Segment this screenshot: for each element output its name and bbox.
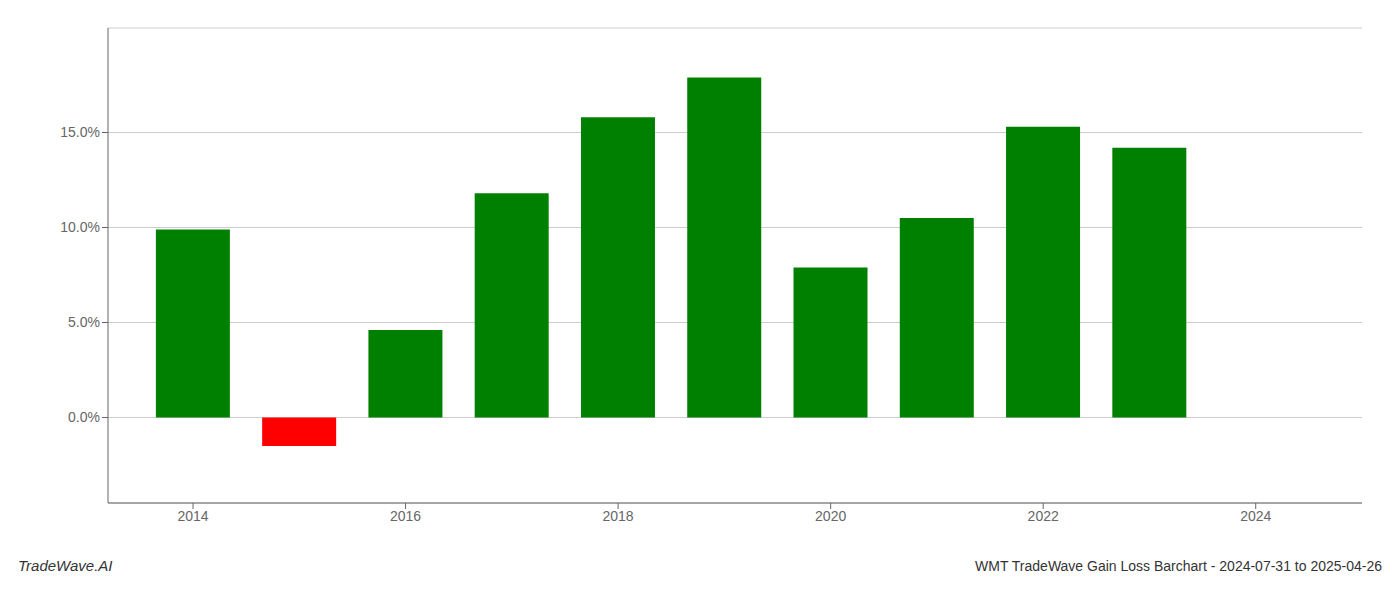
svg-text:5.0%: 5.0% — [68, 314, 100, 330]
svg-text:2022: 2022 — [1028, 508, 1059, 524]
svg-text:0.0%: 0.0% — [68, 409, 100, 425]
html-text:WMT TradeWave Gain Loss Barcha: WMT TradeWave Gain Loss Barchart - 2024-… — [975, 558, 1382, 574]
svg-text:2020: 2020 — [815, 508, 846, 524]
svg-text:2024: 2024 — [1240, 508, 1271, 524]
svg-text:2016: 2016 — [390, 508, 421, 524]
svg-text:10.0%: 10.0% — [60, 219, 100, 235]
html-text:TradeWave.AI: TradeWave.AI — [18, 557, 113, 574]
svg-text:2014: 2014 — [177, 508, 208, 524]
svg-text:15.0%: 15.0% — [60, 124, 100, 140]
svg-text:2018: 2018 — [603, 508, 634, 524]
